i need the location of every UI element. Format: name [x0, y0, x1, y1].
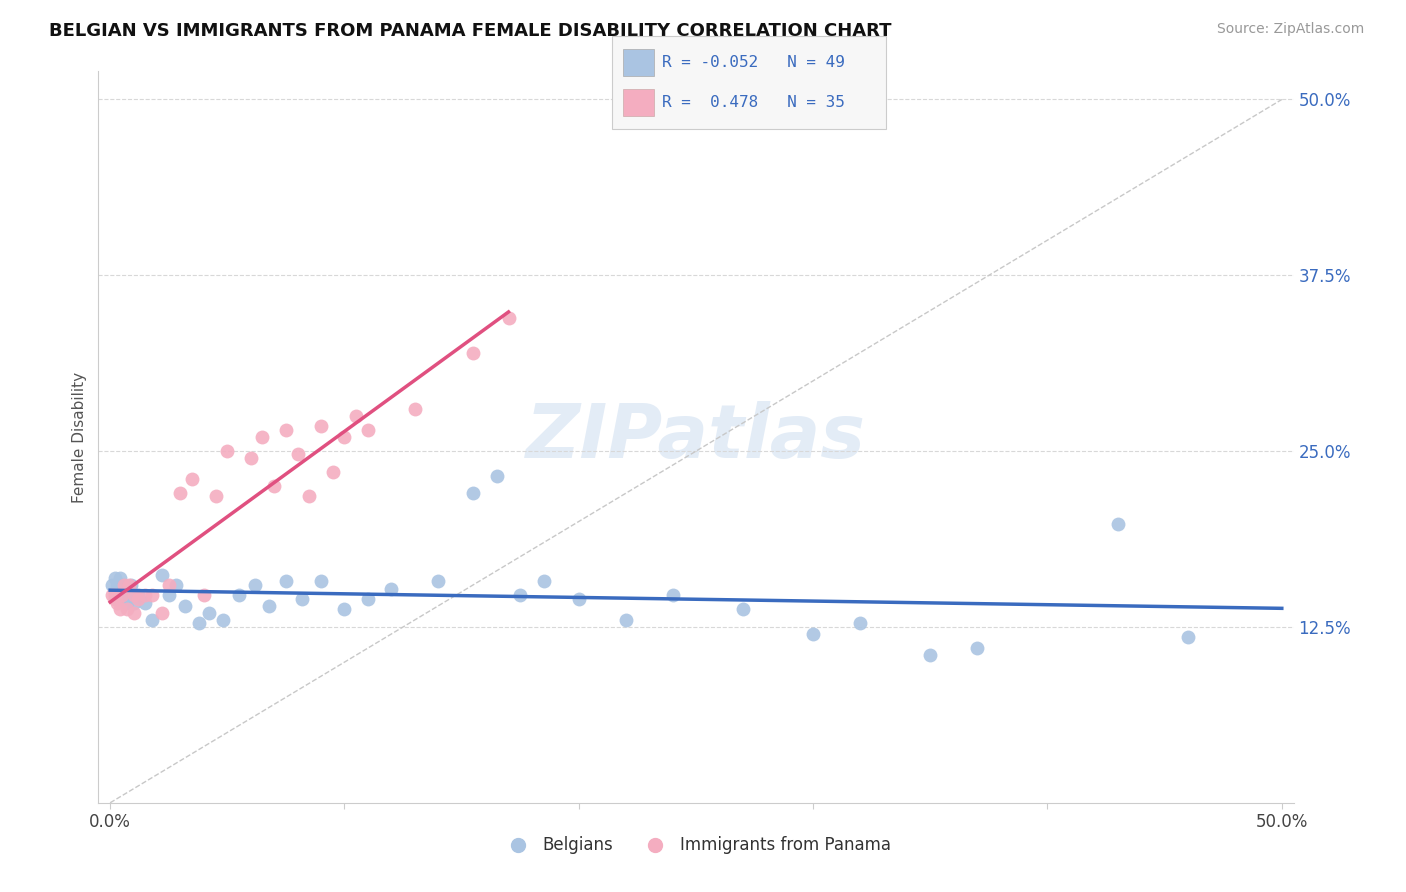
Point	[111, 588, 134, 602]
Point	[1107, 517, 1129, 532]
Point	[801, 627, 824, 641]
Point	[127, 591, 149, 606]
Point	[108, 601, 131, 615]
Point	[274, 423, 297, 437]
Point	[105, 596, 128, 610]
Point	[134, 596, 156, 610]
Point	[259, 599, 281, 613]
Point	[104, 588, 127, 602]
Point	[533, 574, 555, 588]
Point	[228, 588, 250, 602]
Point	[141, 613, 163, 627]
Point	[274, 574, 297, 588]
Point	[197, 606, 219, 620]
Point	[217, 444, 239, 458]
Point	[122, 596, 145, 610]
Point	[614, 613, 637, 627]
Point	[344, 409, 367, 423]
Point	[141, 588, 163, 602]
Point	[427, 574, 450, 588]
Point	[463, 486, 485, 500]
Point	[112, 582, 135, 596]
Point	[108, 571, 131, 585]
Point	[104, 584, 127, 599]
Point	[333, 430, 356, 444]
Text: R = -0.052   N = 49: R = -0.052 N = 49	[662, 55, 845, 70]
Point	[252, 430, 274, 444]
Point	[112, 578, 135, 592]
Point	[118, 578, 141, 592]
Point	[731, 601, 754, 615]
Point	[122, 588, 145, 602]
Legend: Belgians, Immigrants from Panama: Belgians, Immigrants from Panama	[495, 829, 897, 860]
Point	[111, 591, 134, 606]
Point	[157, 588, 180, 602]
Point	[966, 641, 988, 656]
Point	[115, 601, 138, 615]
Point	[211, 613, 233, 627]
Point	[105, 591, 128, 606]
Point	[309, 574, 332, 588]
Point	[104, 591, 127, 606]
Point	[157, 578, 180, 592]
Point	[309, 418, 332, 433]
Point	[463, 345, 485, 359]
Point	[150, 606, 173, 620]
Point	[101, 578, 124, 592]
Point	[357, 423, 380, 437]
Point	[134, 588, 156, 602]
Y-axis label: Female Disability: Female Disability	[72, 371, 87, 503]
Point	[112, 588, 135, 602]
Point	[568, 591, 591, 606]
Point	[357, 591, 380, 606]
Point	[239, 451, 262, 466]
Point	[380, 582, 402, 596]
Point	[849, 615, 872, 630]
Point	[245, 578, 267, 592]
Point	[333, 601, 356, 615]
Point	[404, 401, 426, 416]
Point	[115, 596, 138, 610]
Point	[120, 578, 142, 592]
Point	[127, 588, 149, 602]
Point	[661, 588, 683, 602]
Point	[1177, 630, 1199, 644]
Point	[122, 606, 145, 620]
Point	[204, 489, 226, 503]
Point	[118, 588, 141, 602]
Point	[287, 447, 309, 461]
Text: R =  0.478   N = 35: R = 0.478 N = 35	[662, 95, 845, 110]
Point	[105, 578, 128, 592]
Point	[498, 310, 520, 325]
Point	[104, 571, 127, 585]
Text: ZIPatlas: ZIPatlas	[526, 401, 866, 474]
Point	[920, 648, 942, 662]
Point	[188, 615, 211, 630]
Point	[165, 578, 187, 592]
Point	[193, 588, 215, 602]
Point	[298, 489, 321, 503]
Point	[291, 591, 314, 606]
Text: BELGIAN VS IMMIGRANTS FROM PANAMA FEMALE DISABILITY CORRELATION CHART: BELGIAN VS IMMIGRANTS FROM PANAMA FEMALE…	[49, 22, 891, 40]
Point	[322, 465, 344, 479]
Text: Source: ZipAtlas.com: Source: ZipAtlas.com	[1216, 22, 1364, 37]
Point	[169, 486, 191, 500]
Point	[181, 472, 204, 486]
Point	[101, 588, 124, 602]
Point	[150, 568, 173, 582]
Point	[111, 578, 134, 592]
Point	[485, 469, 508, 483]
Point	[263, 479, 285, 493]
Point	[108, 584, 131, 599]
Point	[509, 588, 531, 602]
Point	[174, 599, 197, 613]
